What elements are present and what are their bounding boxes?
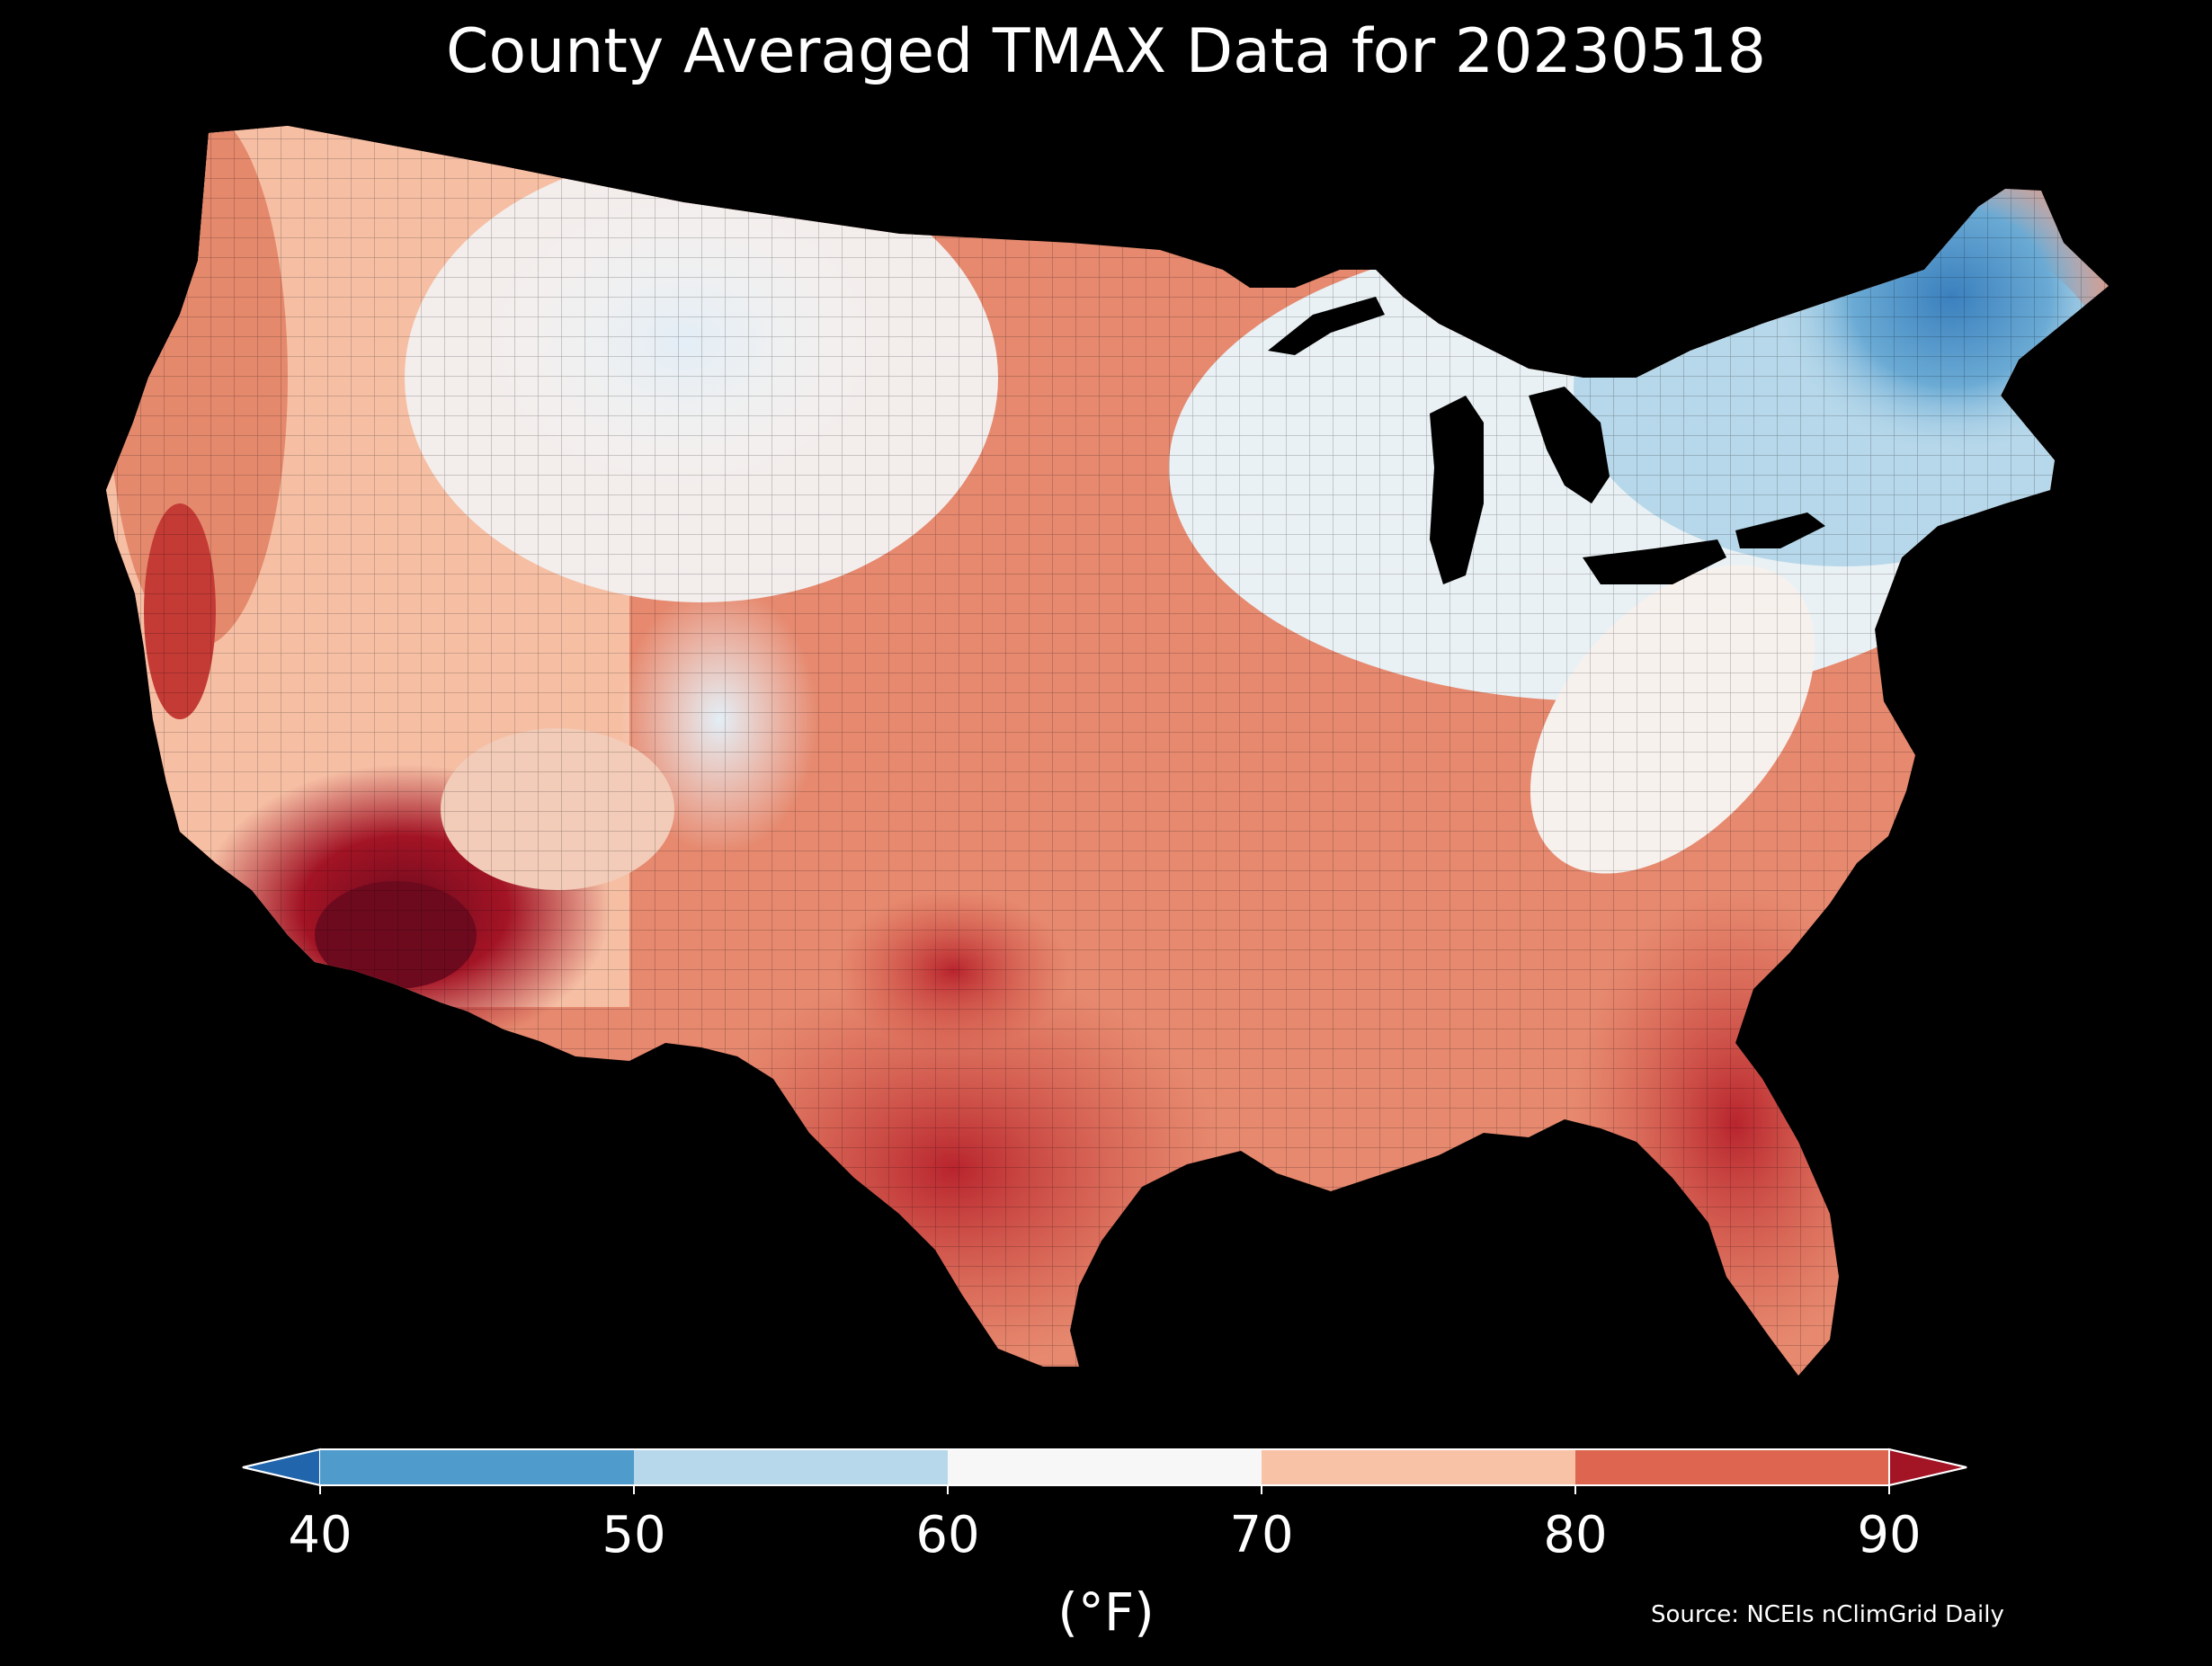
colorbar-tick: 90 — [1857, 1506, 1922, 1564]
colorbar-tick: 60 — [915, 1506, 980, 1564]
colorbar-bin — [634, 1449, 948, 1485]
colorbar-extend-high — [1888, 1448, 1967, 1487]
colorbar-extend-low — [242, 1448, 321, 1487]
colorbar-bin — [948, 1449, 1262, 1485]
source-note: Source: NCEIs nClimGrid Daily — [1651, 1601, 2004, 1628]
colorbar-tick: 70 — [1229, 1506, 1294, 1564]
great-lakes — [1268, 297, 1825, 584]
colorbar-bin — [320, 1449, 634, 1485]
map-title: County Averaged TMAX Data for 20230518 — [446, 16, 1766, 87]
colorbar-tick: 80 — [1543, 1506, 1608, 1564]
colorbar — [242, 1448, 1967, 1494]
colorbar-unit-label: (°F) — [1057, 1581, 1155, 1643]
colorbar-bin — [1575, 1449, 1889, 1485]
colorbar-bin — [1262, 1449, 1575, 1485]
colorbar-tick: 50 — [602, 1506, 666, 1564]
colorbar-tick: 40 — [288, 1506, 352, 1564]
